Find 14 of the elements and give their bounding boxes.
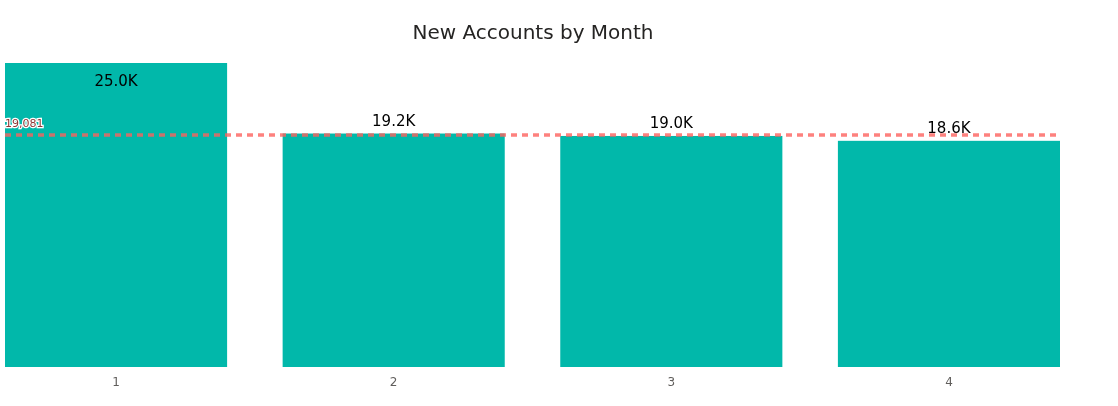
chart-title: New Accounts by Month xyxy=(412,20,654,44)
bar xyxy=(560,135,783,367)
x-tick-label: 3 xyxy=(667,375,676,389)
data-label: 18.6K xyxy=(927,118,972,137)
x-tick-label: 4 xyxy=(945,375,953,389)
data-label: 19.0K xyxy=(649,113,695,132)
data-label: 25.0K xyxy=(94,72,139,90)
ref-line-label: 19,081 xyxy=(5,116,44,130)
x-tick-label: 1 xyxy=(112,375,120,389)
x-tick-label: 2 xyxy=(389,375,398,389)
bar xyxy=(5,63,228,367)
bar xyxy=(837,140,1060,367)
data-label: 19.2K xyxy=(372,111,417,130)
bar xyxy=(282,133,505,367)
